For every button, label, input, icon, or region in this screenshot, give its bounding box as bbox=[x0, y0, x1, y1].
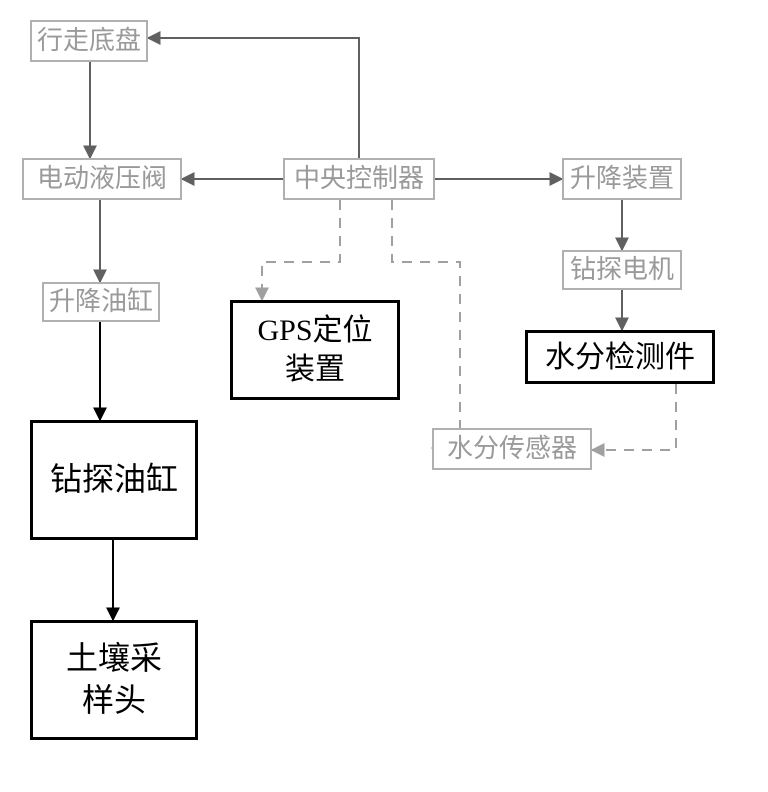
node-label: 升降油缸 bbox=[49, 285, 153, 319]
node-label: 中央控制器 bbox=[294, 162, 424, 196]
node-label: 电动液压阀 bbox=[37, 162, 167, 196]
edge-central-controller-to-gps-positioning-device bbox=[262, 200, 340, 300]
node-walking-chassis: 行走底盘 bbox=[30, 20, 148, 62]
node-label: 钻探油缸 bbox=[50, 459, 178, 501]
node-central-controller: 中央控制器 bbox=[283, 158, 435, 200]
node-electric-hydraulic-valve: 电动液压阀 bbox=[22, 158, 182, 200]
node-moisture-detection-part: 水分检测件 bbox=[525, 330, 715, 384]
node-gps-positioning-device: GPS定位 装置 bbox=[230, 300, 400, 400]
node-drilling-motor: 钻探电机 bbox=[562, 250, 682, 290]
node-soil-sampling-head: 土壤采 样头 bbox=[30, 620, 198, 740]
edge-central-controller-to-moisture-sensor bbox=[392, 200, 460, 448]
edge-moisture-detection-part-to-moisture-sensor bbox=[592, 384, 676, 450]
node-label: 钻探电机 bbox=[570, 253, 674, 287]
node-label: GPS定位 装置 bbox=[257, 311, 372, 389]
node-moisture-sensor: 水分传感器 bbox=[432, 428, 592, 470]
node-label: 水分传感器 bbox=[447, 432, 577, 466]
node-label: 行走底盘 bbox=[37, 24, 141, 58]
node-lifting-cylinder: 升降油缸 bbox=[42, 282, 160, 322]
node-label: 水分检测件 bbox=[545, 338, 695, 377]
edge-central-controller-to-walking-chassis bbox=[148, 38, 359, 158]
node-label: 升降装置 bbox=[570, 162, 674, 196]
node-label: 土壤采 样头 bbox=[66, 638, 162, 721]
node-drilling-cylinder: 钻探油缸 bbox=[30, 420, 198, 540]
node-lifting-device: 升降装置 bbox=[562, 158, 682, 200]
